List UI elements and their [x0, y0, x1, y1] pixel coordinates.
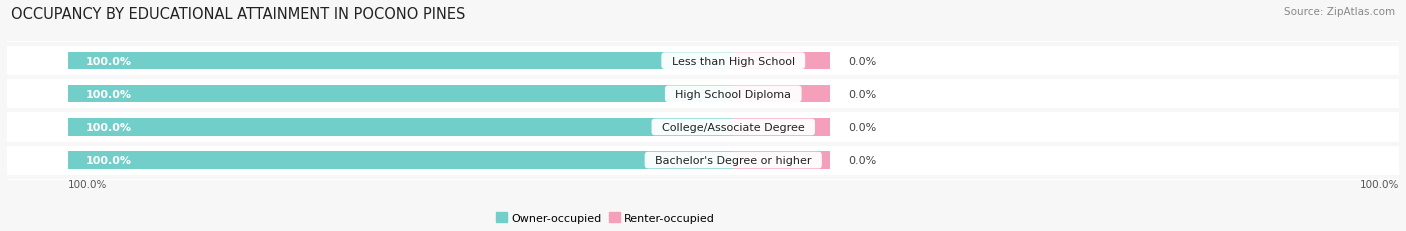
Text: 0.0%: 0.0% [848, 155, 876, 165]
Text: 100.0%: 100.0% [86, 56, 132, 66]
Text: 0.0%: 0.0% [848, 122, 876, 132]
Text: 100.0%: 100.0% [86, 155, 132, 165]
Bar [734, 152, 830, 169]
Text: 100.0%: 100.0% [86, 89, 132, 99]
Text: OCCUPANCY BY EDUCATIONAL ATTAINMENT IN POCONO PINES: OCCUPANCY BY EDUCATIONAL ATTAINMENT IN P… [11, 7, 465, 22]
Bar [67, 119, 734, 136]
Text: High School Diploma: High School Diploma [668, 89, 799, 99]
Text: Less than High School: Less than High School [665, 56, 801, 66]
Text: College/Associate Degree: College/Associate Degree [655, 122, 811, 132]
Text: 0.0%: 0.0% [848, 56, 876, 66]
Text: 100.0%: 100.0% [1360, 179, 1399, 189]
Bar [734, 86, 830, 103]
Text: Bachelor's Degree or higher: Bachelor's Degree or higher [648, 155, 818, 165]
Bar [67, 152, 734, 169]
Bar [734, 119, 830, 136]
Text: 100.0%: 100.0% [67, 179, 107, 189]
Text: Source: ZipAtlas.com: Source: ZipAtlas.com [1284, 7, 1395, 17]
Text: 100.0%: 100.0% [86, 122, 132, 132]
Bar [67, 53, 734, 70]
Bar [67, 86, 734, 103]
Text: 0.0%: 0.0% [848, 89, 876, 99]
Legend: Owner-occupied, Renter-occupied: Owner-occupied, Renter-occupied [492, 208, 720, 227]
Bar [734, 53, 830, 70]
